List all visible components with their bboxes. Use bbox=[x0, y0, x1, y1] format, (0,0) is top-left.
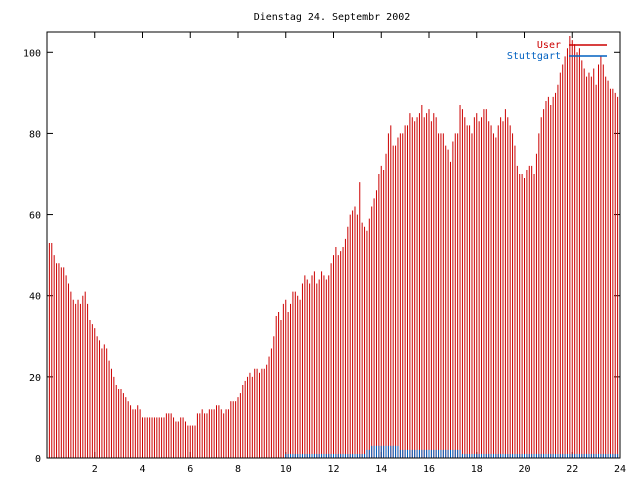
y-tick-label: 0 bbox=[35, 454, 41, 465]
legend-label-user: User bbox=[537, 40, 561, 51]
plot-frame bbox=[46, 31, 621, 459]
y-tick-label: 100 bbox=[23, 48, 41, 59]
x-tick-label: 24 bbox=[614, 464, 626, 475]
x-tick-label: 2 bbox=[92, 464, 98, 475]
y-tick-label: 80 bbox=[29, 129, 41, 140]
chart-title: Dienstag 24. Septembr 2002 bbox=[254, 12, 411, 23]
x-tick-label: 4 bbox=[139, 464, 145, 475]
y-tick-label: 20 bbox=[29, 373, 41, 384]
y-tick-label: 40 bbox=[29, 292, 41, 303]
x-tick-label: 20 bbox=[518, 464, 530, 475]
legend-label-stuttgart: Stuttgart bbox=[507, 51, 561, 62]
x-tick-label: 16 bbox=[423, 464, 435, 475]
x-tick-label: 8 bbox=[235, 464, 241, 475]
x-tick-label: 22 bbox=[566, 464, 578, 475]
series-stuttgart bbox=[285, 445, 619, 458]
x-tick-label: 14 bbox=[375, 464, 387, 475]
series-user bbox=[46, 36, 621, 458]
bars-layer bbox=[46, 36, 621, 458]
y-tick-label: 60 bbox=[29, 211, 41, 222]
x-tick-label: 18 bbox=[471, 464, 483, 475]
x-tick-label: 12 bbox=[327, 464, 339, 475]
x-tick-label: 10 bbox=[280, 464, 292, 475]
x-tick-label: 6 bbox=[187, 464, 193, 475]
